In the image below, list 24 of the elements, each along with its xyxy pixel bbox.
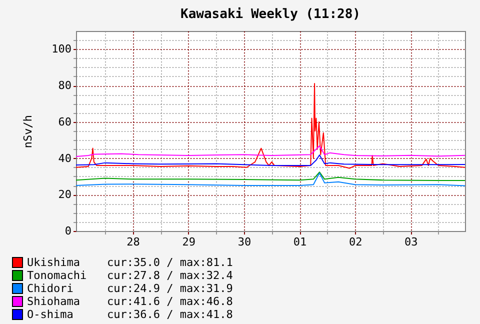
- x-tick-label: 01: [293, 236, 307, 248]
- y-tick-label: 40: [58, 152, 72, 165]
- y-tick-label: 100: [52, 42, 72, 56]
- x-tick-label: 03: [404, 236, 418, 248]
- text: cur:35.0 / max:81.1: [107, 256, 233, 269]
- legend-label: Shiohama: [27, 295, 81, 308]
- legend-label: O-shima: [27, 308, 74, 321]
- y-axis-title: nSv/h: [22, 114, 35, 148]
- legend-label: Tonomachi: [27, 269, 88, 282]
- y-tick-label: 80: [58, 79, 72, 92]
- x-tick-label: 30: [238, 236, 252, 248]
- y-tick-label: 0: [64, 224, 72, 238]
- text: cur:27.8 / max:32.4: [107, 269, 233, 282]
- legend-label: Chidori: [27, 282, 74, 295]
- y-tick-label: 60: [58, 115, 72, 128]
- x-tick-label: 02: [348, 236, 362, 248]
- text: cur:36.6 / max:41.8: [107, 308, 233, 321]
- chart-title: Kawasaki Weekly (11:28): [180, 7, 361, 22]
- x-tick-label: 29: [182, 236, 196, 248]
- text: cur:24.9 / max:31.9: [107, 282, 233, 295]
- x-tick-label: 28: [126, 236, 140, 248]
- y-tick-label: 20: [58, 188, 72, 202]
- text: cur:41.6 / max:46.8: [107, 295, 233, 308]
- legend-label: Ukishima: [27, 256, 81, 269]
